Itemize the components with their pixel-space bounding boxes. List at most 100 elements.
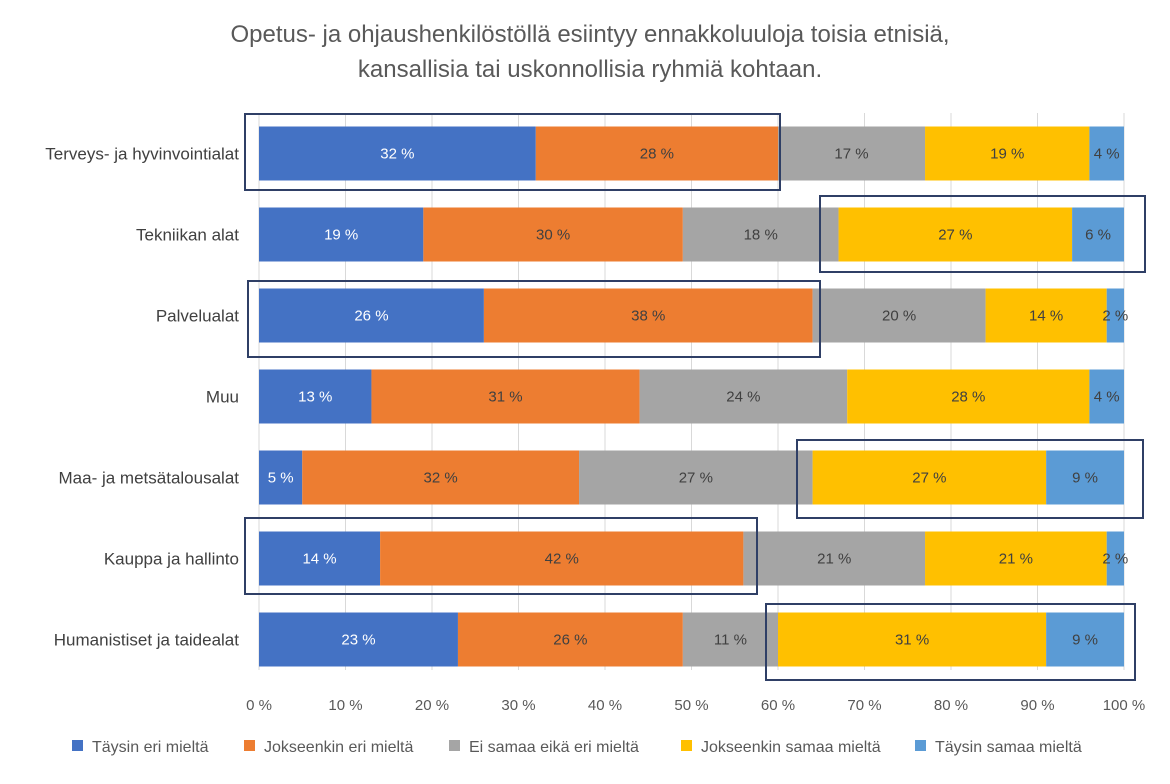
bar-segment [457, 612, 683, 667]
category-label: Terveys- ja hyvinvointialat [45, 145, 239, 164]
x-tick-label: 80 % [934, 697, 968, 714]
bar-segment [1046, 450, 1124, 505]
bar-segment [1089, 369, 1124, 424]
bar-segment [535, 126, 778, 181]
data-label: 23 % [341, 632, 375, 649]
data-label: 42 % [545, 551, 579, 568]
bar-segment [1046, 612, 1124, 667]
bar-segment [579, 450, 813, 505]
bar-segment [302, 450, 580, 505]
legend-swatch [681, 740, 692, 751]
data-label: 21 % [817, 551, 851, 568]
bar-segment [380, 531, 744, 586]
data-label: 6 % [1085, 227, 1111, 244]
data-label: 2 % [1102, 551, 1128, 568]
bar-segment [778, 126, 926, 181]
legend-label: Ei samaa eikä eri mieltä [469, 739, 639, 756]
bar-segment [483, 288, 813, 343]
data-label: 17 % [834, 146, 868, 163]
category-label: Maa- ja metsätalousalat [59, 469, 240, 488]
data-label: 5 % [268, 470, 294, 487]
data-label: 31 % [488, 389, 522, 406]
category-label: Palvelualat [156, 307, 239, 326]
data-label: 26 % [553, 632, 587, 649]
legend-label: Täysin samaa mieltä [935, 739, 1082, 756]
data-label: 31 % [895, 632, 929, 649]
bar-segment [812, 450, 1047, 505]
data-label: 4 % [1094, 389, 1120, 406]
data-label: 18 % [744, 227, 778, 244]
category-label: Humanistiset ja taidealat [54, 631, 239, 650]
bar-segment [371, 369, 640, 424]
bar-segment [778, 612, 1047, 667]
x-tick-label: 60 % [761, 697, 795, 714]
bar-segment [259, 207, 424, 262]
bar-segment [259, 126, 536, 181]
x-tick-label: 20 % [415, 697, 449, 714]
data-label: 26 % [354, 308, 388, 325]
bar-segment [985, 288, 1107, 343]
x-tick-label: 50 % [674, 697, 708, 714]
bar-segment [743, 531, 926, 586]
data-label: 20 % [882, 308, 916, 325]
bar-segment [259, 369, 372, 424]
data-label: 13 % [298, 389, 332, 406]
x-tick-label: 40 % [588, 697, 622, 714]
highlight-box-terveys [244, 113, 781, 191]
x-tick-label: 90 % [1020, 697, 1054, 714]
bar-segment [639, 369, 848, 424]
legend-swatch [915, 740, 926, 751]
legend-swatch [244, 740, 255, 751]
data-label: 14 % [302, 551, 336, 568]
data-label: 14 % [1029, 308, 1063, 325]
chart-title-line-2: kansallisia tai uskonnollisia ryhmiä koh… [358, 56, 822, 83]
data-label: 27 % [679, 470, 713, 487]
bar-segment [925, 126, 1090, 181]
data-label: 19 % [990, 146, 1024, 163]
highlight-box-palvelualat [247, 280, 821, 358]
x-tick-label: 100 % [1103, 697, 1146, 714]
bar-segment [682, 612, 778, 667]
x-tick-label: 30 % [501, 697, 535, 714]
bar-segment [1089, 126, 1124, 181]
data-label: 9 % [1072, 470, 1098, 487]
data-label: 2 % [1102, 308, 1128, 325]
x-tick-label: 10 % [328, 697, 362, 714]
data-label: 28 % [951, 389, 985, 406]
data-label: 11 % [714, 632, 747, 649]
highlight-box-kauppa [244, 517, 758, 595]
data-label: 32 % [380, 146, 414, 163]
bar-segment [259, 288, 484, 343]
legend-swatch [449, 740, 460, 751]
highlight-box-humanistiset [765, 603, 1136, 681]
data-label: 19 % [324, 227, 358, 244]
data-label: 28 % [640, 146, 674, 163]
highlight-box-tekniikan [819, 195, 1146, 273]
data-label: 21 % [999, 551, 1033, 568]
data-label: 24 % [726, 389, 760, 406]
data-label: 27 % [938, 227, 972, 244]
data-label: 27 % [912, 470, 946, 487]
chart-title-line-1: Opetus- ja ohjaushenkilöstöllä esiintyy … [230, 21, 949, 48]
bar-segment [1106, 288, 1124, 343]
data-label: 32 % [424, 470, 458, 487]
legend-label: Jokseenkin eri mieltä [264, 739, 414, 756]
category-label: Muu [206, 388, 239, 407]
legend-swatch [72, 740, 83, 751]
bar-segment [682, 207, 839, 262]
category-label: Kauppa ja hallinto [104, 550, 239, 569]
bar-segment [259, 612, 458, 667]
data-label: 4 % [1094, 146, 1120, 163]
highlight-box-maa [796, 439, 1144, 519]
bar-segment [812, 288, 986, 343]
x-tick-label: 70 % [847, 697, 881, 714]
legend-label: Täysin eri mieltä [92, 739, 209, 756]
bar-segment [259, 450, 303, 505]
legend-label: Jokseenkin samaa mieltä [701, 739, 881, 756]
bar-segment [1072, 207, 1124, 262]
bar-segment [1106, 531, 1124, 586]
bar-segment [925, 531, 1107, 586]
bar-segment [423, 207, 683, 262]
data-label: 30 % [536, 227, 570, 244]
